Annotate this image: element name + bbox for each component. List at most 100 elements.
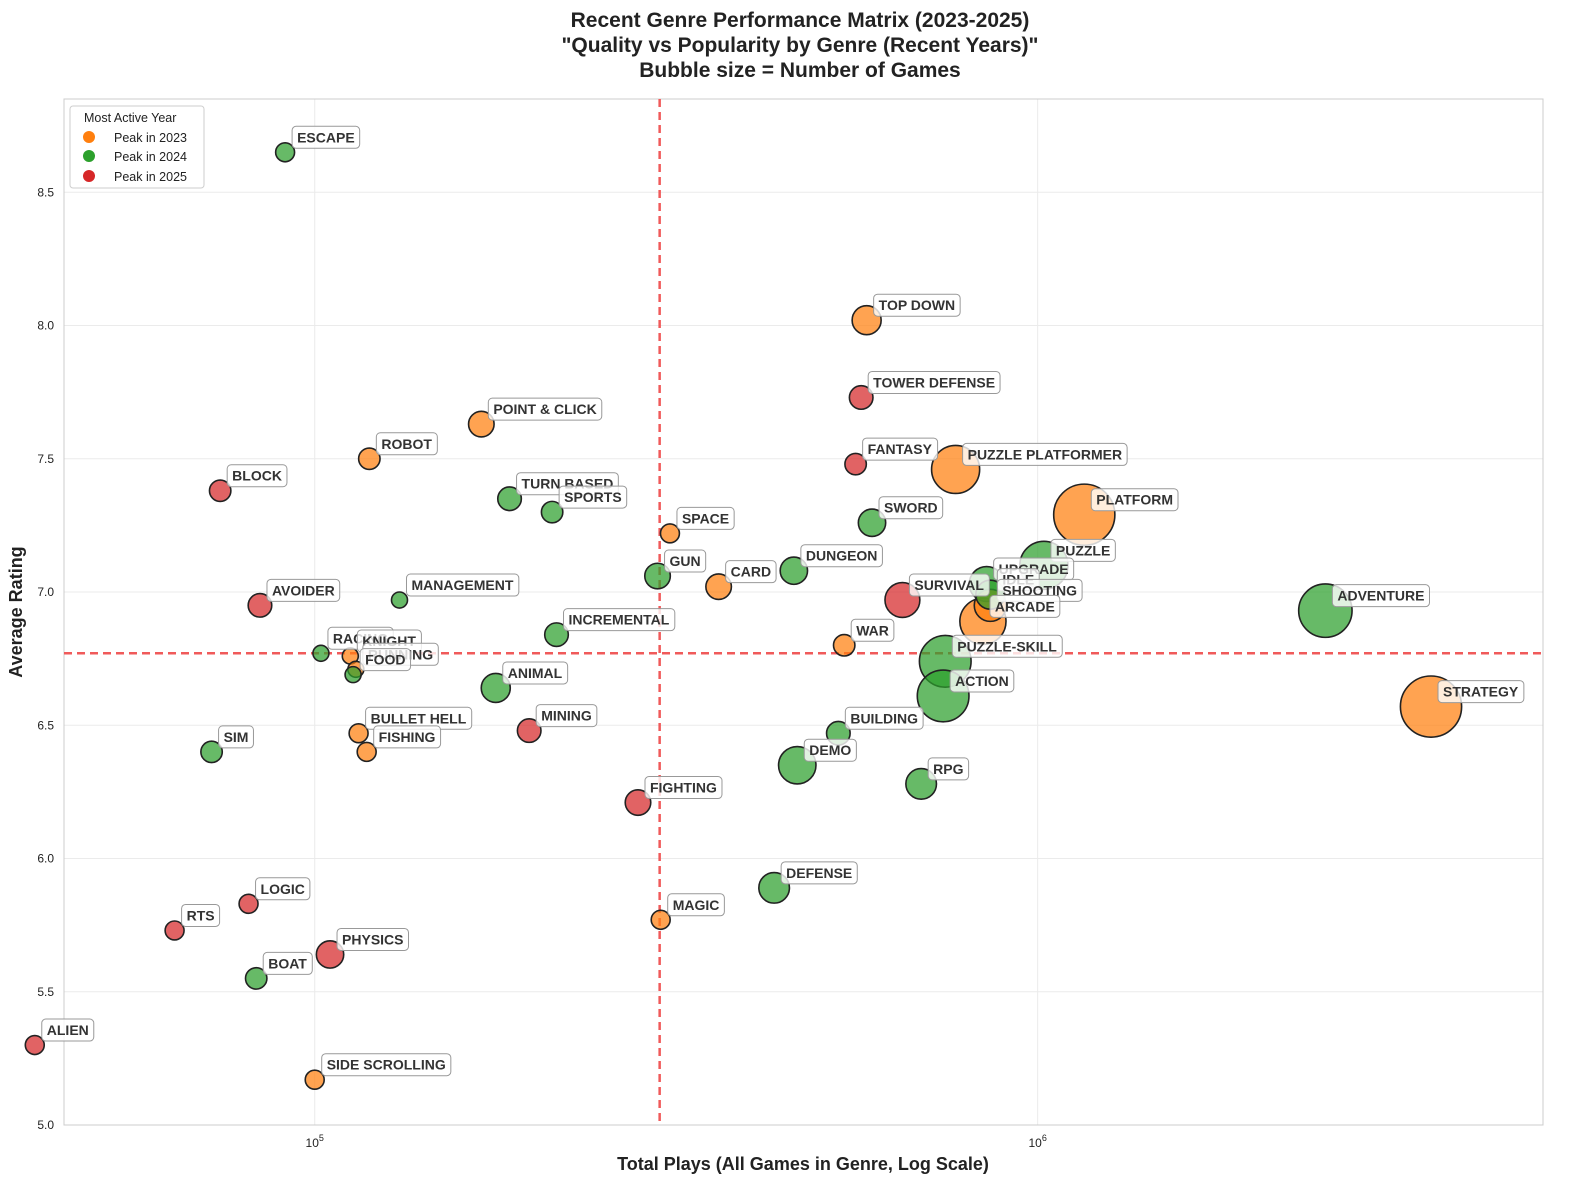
legend-title: Most Active Year xyxy=(84,111,176,125)
label-box xyxy=(867,370,1001,394)
label-top-down: TOP DOWN xyxy=(873,293,961,317)
legend-marker-2025 xyxy=(83,170,95,182)
label-physics: PHYSICS xyxy=(336,927,410,951)
label-block: BLOCK xyxy=(226,464,288,488)
label-text: INCREMENTAL xyxy=(569,612,670,628)
label-text: FANTASY xyxy=(868,441,933,457)
label-text: ANIMAL xyxy=(508,665,563,681)
label-text: RPG xyxy=(933,761,963,777)
label-box xyxy=(262,951,313,975)
label-box xyxy=(949,669,1015,693)
label-text: WAR xyxy=(856,622,889,638)
label-box xyxy=(291,125,361,149)
label-text: ROBOT xyxy=(381,436,432,452)
y-axis-label: Average Rating xyxy=(6,546,26,677)
label-alien: ALIEN xyxy=(41,1018,95,1042)
label-box xyxy=(908,573,990,597)
label-box xyxy=(266,578,341,602)
label-text: SPORTS xyxy=(564,489,622,505)
label-text: BULLET HELL xyxy=(371,710,467,726)
label-management: MANAGEMENT xyxy=(405,573,520,597)
bubble-sports xyxy=(540,500,564,524)
bubble-boat xyxy=(244,966,268,990)
chart-title-line-2: "Quality vs Popularity by Genre (Recent … xyxy=(561,34,1038,57)
label-box xyxy=(844,706,924,730)
bubble-bullet-hell xyxy=(348,722,369,744)
label-rpg: RPG xyxy=(927,757,970,781)
label-text: SURVIVAL xyxy=(914,577,984,593)
label-text: ESCAPE xyxy=(297,129,355,145)
label-box xyxy=(873,293,961,317)
label-box xyxy=(502,661,569,685)
label-defense: DEFENSE xyxy=(780,861,858,885)
label-logic: LOGIC xyxy=(255,877,311,901)
label-text: BUILDING xyxy=(850,710,918,726)
label-text: RTS xyxy=(187,907,215,923)
label-text: FOOD xyxy=(365,652,405,668)
bubble-space xyxy=(659,523,681,544)
label-text: POINT & CLICK xyxy=(493,401,596,417)
chart-title-line-3: Bubble size = Number of Games xyxy=(639,59,961,82)
label-dungeon: DUNGEON xyxy=(800,544,883,568)
label-text: PHYSICS xyxy=(342,931,403,947)
label-text: PUZZLE-SKILL xyxy=(957,638,1057,654)
label-gun: GUN xyxy=(664,549,707,573)
label-text: PUZZLE PLATFORMER xyxy=(968,446,1123,462)
label-side-scrolling: SIDE SCROLLING xyxy=(321,1053,452,1077)
label-text: MINING xyxy=(541,708,592,724)
label-text: BLOCK xyxy=(232,468,282,484)
legend-marker-2024 xyxy=(83,150,95,162)
label-robot: ROBOT xyxy=(375,432,438,456)
label-box xyxy=(780,861,858,885)
label-text: PLATFORM xyxy=(1096,492,1173,508)
label-box xyxy=(850,618,895,642)
label-box xyxy=(803,738,857,762)
label-text: SIDE SCROLLING xyxy=(327,1057,446,1073)
bubble-magic xyxy=(650,909,671,931)
label-text: MANAGEMENT xyxy=(411,577,513,593)
label-adventure: ADVENTURE xyxy=(1331,584,1430,608)
x-tick-label: 106 xyxy=(1028,1133,1046,1150)
legend-label-2023: Peak in 2023 xyxy=(114,131,187,145)
label-text: STRATEGY xyxy=(1443,684,1519,700)
label-text: ACTION xyxy=(955,673,1009,689)
label-box xyxy=(1050,538,1116,562)
label-box xyxy=(962,442,1128,466)
label-box xyxy=(862,437,939,461)
label-box xyxy=(373,725,442,749)
label-box xyxy=(336,927,410,951)
label-space: SPACE xyxy=(676,506,735,530)
label-text: PUZZLE xyxy=(1056,542,1110,558)
label-box xyxy=(1090,488,1179,512)
bubble-avoider xyxy=(247,592,273,618)
label-text: DUNGEON xyxy=(806,548,878,564)
label-text: ALIEN xyxy=(47,1022,89,1038)
label-text: DEFENSE xyxy=(786,865,852,881)
label-box xyxy=(800,544,883,568)
bubble-war xyxy=(832,633,856,657)
label-magic: MAGIC xyxy=(667,893,725,917)
bubble-incremental xyxy=(543,622,570,648)
label-text: DEMO xyxy=(809,742,851,758)
label-text: ARCADE xyxy=(995,598,1055,614)
label-puzzle-skill: PUZZLE-SKILL xyxy=(951,634,1063,658)
bubble-mining xyxy=(516,718,542,744)
label-box xyxy=(989,594,1061,618)
label-text: SIM xyxy=(224,729,249,745)
chart-title-line-1: Recent Genre Performance Matrix (2023-20… xyxy=(571,9,1030,32)
bubble-sim xyxy=(200,740,224,764)
label-text: SPACE xyxy=(682,510,729,526)
label-box xyxy=(535,704,598,728)
label-box xyxy=(878,496,944,520)
label-box xyxy=(725,560,777,584)
label-sports: SPORTS xyxy=(558,485,628,509)
bubble-card xyxy=(705,573,733,601)
label-platform: PLATFORM xyxy=(1090,488,1179,512)
label-fantasy: FANTASY xyxy=(862,437,939,461)
label-strategy: STRATEGY xyxy=(1437,680,1525,704)
bubble-turn-based xyxy=(496,486,523,512)
label-box xyxy=(558,485,628,509)
bubble-robot xyxy=(357,447,381,471)
label-text: BOAT xyxy=(268,955,307,971)
label-box xyxy=(359,648,412,672)
